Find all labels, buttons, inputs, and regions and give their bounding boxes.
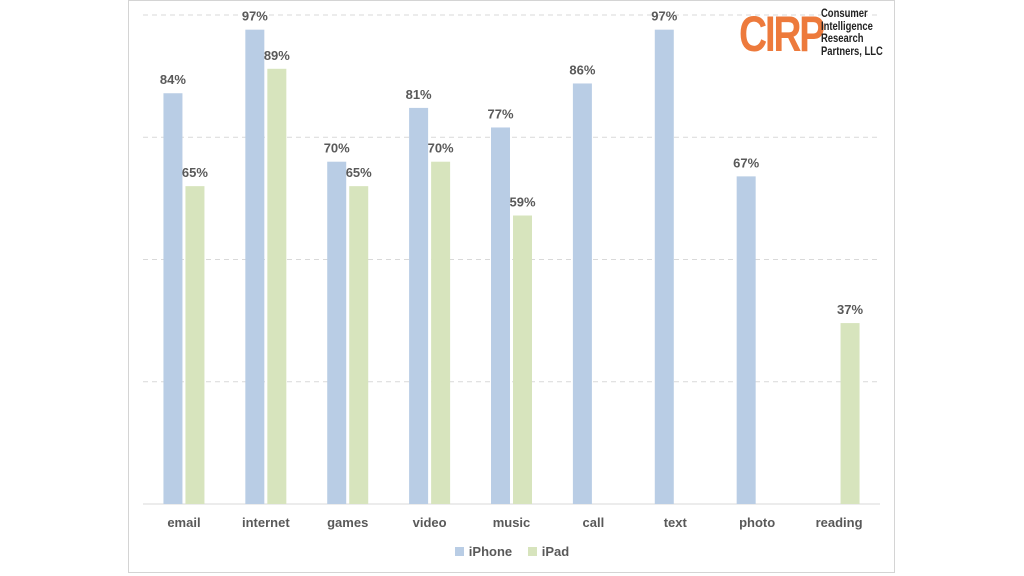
value-label-iphone-call: 86% <box>569 62 595 77</box>
logo-line-4: Partners, LLC <box>821 45 883 58</box>
bar-iphone-email <box>163 93 183 505</box>
value-label-ipad-email: 65% <box>182 165 208 180</box>
category-label-email: email <box>167 515 200 530</box>
value-label-ipad-music: 59% <box>509 194 535 209</box>
gridlines <box>143 14 880 505</box>
category-labels: email internet games video music call text phot… <box>167 515 862 530</box>
bar-iphone-music <box>491 127 510 504</box>
category-label-text: text <box>664 515 688 530</box>
value-labels: 84% 65% 97% 89% 70% 65% 81% 70% 77% 59% 86% 97% 67% 3… <box>160 9 864 317</box>
value-label-iphone-email: 84% <box>160 72 186 87</box>
bar-iphone-video <box>409 107 429 504</box>
legend-item-iphone: iPhone <box>454 544 513 559</box>
logo-line-3: Research <box>821 33 864 45</box>
category-label-games: games <box>327 515 368 530</box>
bar-ipad-video <box>431 161 451 504</box>
category-label-call: call <box>583 515 605 530</box>
cirp-logo: CIRP Consumer Intelligence Research Part… <box>739 6 899 66</box>
bar-iphone-games <box>327 161 347 504</box>
bars <box>163 29 860 505</box>
value-label-iphone-games: 70% <box>324 141 350 156</box>
value-label-iphone-photo: 67% <box>733 155 759 170</box>
value-label-iphone-video: 81% <box>406 87 432 102</box>
bar-iphone-text <box>654 29 674 504</box>
value-label-iphone-music: 77% <box>487 106 513 121</box>
value-label-ipad-reading: 37% <box>837 302 863 317</box>
category-label-internet: internet <box>242 515 290 530</box>
value-label-ipad-internet: 89% <box>264 48 290 63</box>
bar-ipad-games <box>349 186 369 504</box>
legend-label-iphone: iPhone <box>468 544 513 559</box>
category-label-photo: photo <box>739 515 775 530</box>
legend-item-ipad: iPad <box>527 544 570 559</box>
value-label-ipad-games: 65% <box>346 165 372 180</box>
bar-iphone-photo <box>736 176 756 504</box>
category-label-reading: reading <box>816 515 863 530</box>
value-label-iphone-text: 97% <box>651 9 677 24</box>
bar-iphone-call <box>572 83 592 505</box>
logo-line-2: Intelligence <box>821 20 873 33</box>
legend-swatch-iphone <box>454 547 464 556</box>
value-label-iphone-internet: 97% <box>242 9 268 24</box>
category-label-video: video <box>413 515 447 530</box>
logo-text: Consumer Intelligence Research Partners,… <box>821 8 883 58</box>
bar-iphone-internet <box>245 29 265 504</box>
logo-line-1: Consumer <box>821 8 868 20</box>
legend-label-ipad: iPad <box>541 544 570 559</box>
logo-mark: CIRP <box>739 6 825 62</box>
bar-ipad-email <box>185 186 205 504</box>
legend-swatch-ipad <box>527 547 537 556</box>
bar-ipad-internet <box>267 68 287 504</box>
bar-ipad-reading <box>840 323 860 504</box>
bar-ipad-music <box>513 215 532 505</box>
value-label-ipad-video: 70% <box>428 141 454 156</box>
category-label-music: music <box>493 515 531 530</box>
legend: iPhone iPad <box>0 544 1024 559</box>
